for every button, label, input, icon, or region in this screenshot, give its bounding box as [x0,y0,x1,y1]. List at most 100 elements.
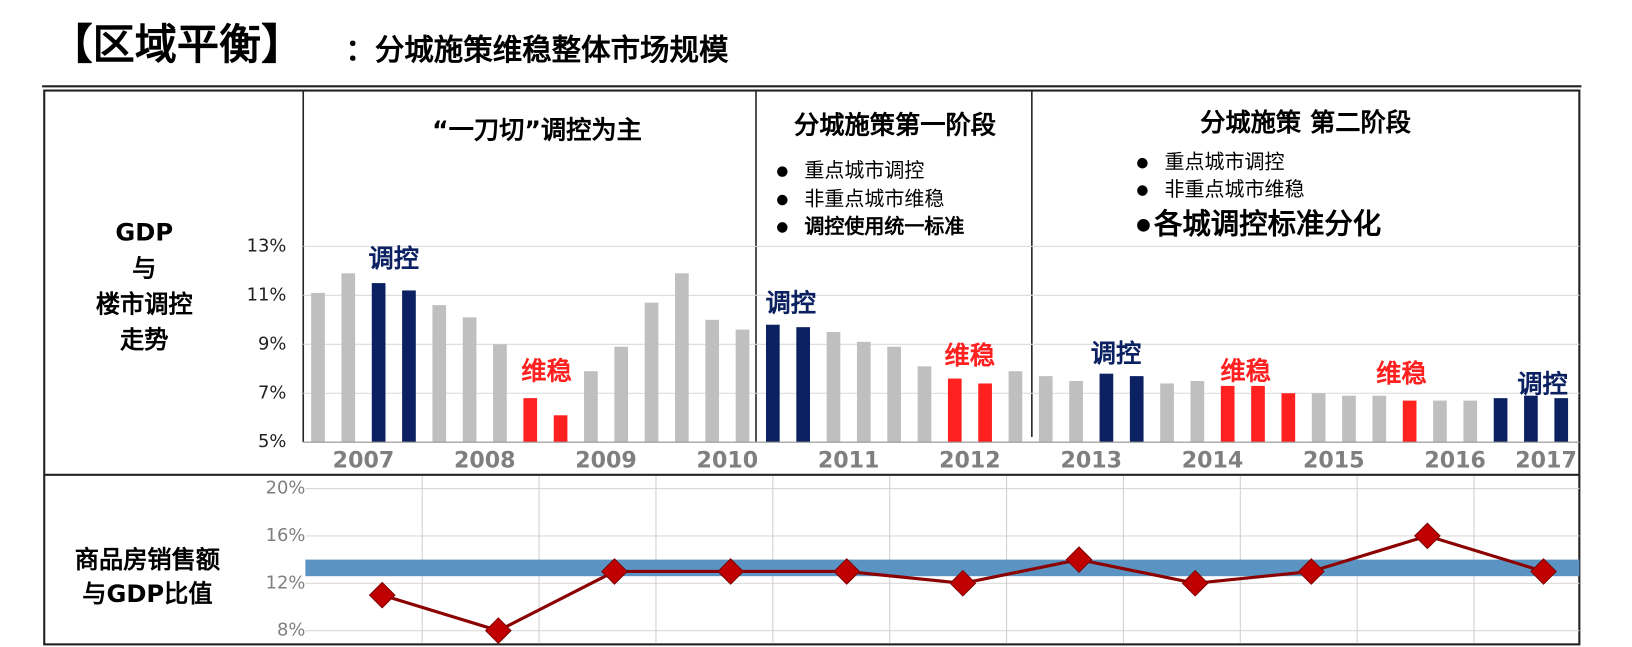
x-tick-label: 2008 [454,448,516,474]
bar [917,366,932,443]
marker [484,617,512,645]
annotation: 维稳 [944,341,995,370]
bar [311,292,325,443]
y-tick-label: 7% [258,382,286,403]
bar [1554,398,1569,443]
phase-bullet: 各城调控标准分化 [1153,207,1381,240]
bar [1493,398,1508,443]
y-tick-label: 8% [277,620,305,641]
phase-title: 分城施策 第二阶段 [1200,108,1412,137]
bar [947,378,962,443]
marker [1530,558,1557,585]
bar [1220,385,1235,443]
phase-title: “一刀切”调控为主 [432,116,642,145]
bar [1281,393,1296,443]
x-tick-label: 2016 [1424,448,1486,474]
bar [675,273,689,443]
bar [1160,383,1174,443]
bar [493,344,507,443]
x-tick-label: 2011 [818,448,880,474]
y-axis-label: 走势 [120,326,168,354]
x-tick-label: 2015 [1303,448,1365,474]
bar [584,371,598,443]
y-tick-label: 5% [258,431,286,452]
bar [1311,393,1326,443]
bullet-dot [1137,157,1148,169]
bar [1251,385,1265,443]
annotation: 维稳 [1220,357,1271,386]
bar [462,317,477,443]
bar [614,346,629,443]
marker [833,558,861,585]
bar [1463,400,1478,443]
bar [826,332,841,443]
phase-bullet: 重点城市调控 [1165,150,1285,174]
phase-bullet: 非重点城市维稳 [804,187,944,211]
bar [553,415,568,443]
annotation: 调控 [1091,339,1141,368]
y-tick-label: 9% [258,333,286,354]
bar [735,329,750,443]
x-tick-label: 2014 [1182,448,1244,474]
x-tick-label: 2010 [697,448,759,474]
x-tick-label: 2012 [939,448,1001,474]
bullet-dot [777,166,788,177]
y-tick-label: 11% [247,284,287,305]
phase-bullet: 重点城市调控 [804,158,924,182]
bar [402,290,416,443]
bullet-dot [777,222,788,233]
phase-bullet: 调控使用统一标准 [804,214,964,238]
bar [1433,400,1447,443]
bar [705,319,720,443]
bar [1524,395,1538,443]
y-axis-label: 楼市调控 [96,290,193,318]
bar [1038,376,1053,443]
bar [856,341,871,443]
bar [1069,381,1083,443]
bullet-dot [1137,185,1148,196]
y-tick-label: 16% [266,525,306,546]
annotation: 调控 [1517,369,1568,398]
marker [1181,569,1209,597]
y-tick-label: 12% [266,572,306,593]
phase-title: 分城施策第一阶段 [794,110,997,139]
annotation: 维稳 [521,357,572,386]
x-tick-label: 2007 [333,448,395,474]
bar [1190,381,1205,443]
frame [43,89,1581,646]
y-axis-label: 与GDP比值 [82,580,212,608]
bullet-dot [777,194,788,206]
x-tick-label: 2009 [575,448,637,474]
bar [1129,376,1144,443]
bar [1008,371,1023,443]
subtitle: ：分城施策维稳整体市场规模 [345,33,729,67]
y-tick-label: 20% [266,478,306,499]
bar [978,383,992,443]
marker [1414,522,1441,550]
title: 【区域平衡】 [51,20,304,69]
x-tick-label: 2017 [1515,448,1577,474]
marker [949,569,977,597]
marker [368,581,396,609]
bar [432,305,447,443]
y-axis-label: 商品房销售额 [75,546,221,574]
reference-band [305,559,1580,577]
marker [1065,546,1093,573]
annotation: 调控 [369,244,420,273]
marker [601,558,628,585]
bar [796,327,810,443]
bar [341,273,356,443]
annotation: 调控 [765,288,816,317]
x-tick-label: 2013 [1060,448,1122,474]
bar [371,283,386,443]
marker [1297,558,1325,585]
y-axis-label: 与 [132,255,156,283]
bar [765,324,780,443]
y-tick-label: 13% [247,235,287,256]
annotation: 维稳 [1376,359,1426,388]
bar [1099,373,1114,443]
bar [644,302,659,443]
bar [523,398,538,443]
bar [1402,400,1417,443]
